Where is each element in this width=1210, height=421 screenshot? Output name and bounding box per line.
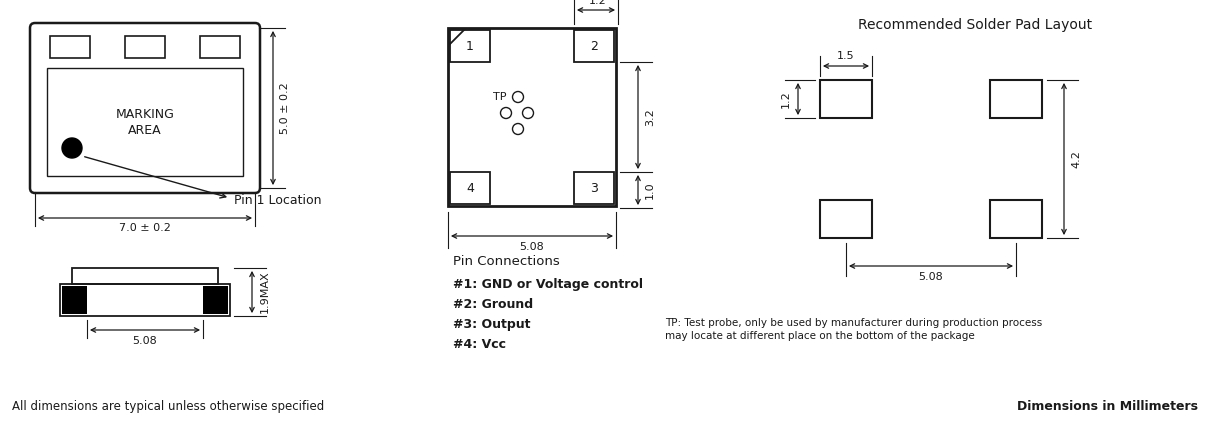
Bar xyxy=(200,36,240,58)
Bar xyxy=(50,36,90,58)
Text: 3.2: 3.2 xyxy=(645,108,655,126)
Bar xyxy=(574,30,613,62)
Bar xyxy=(60,284,230,316)
Text: 4.2: 4.2 xyxy=(1071,150,1081,168)
Text: Dimensions in Millimeters: Dimensions in Millimeters xyxy=(1016,400,1198,413)
Bar xyxy=(820,80,872,118)
Bar xyxy=(820,200,872,238)
Text: TP: TP xyxy=(494,92,507,102)
Text: 7.0 ± 0.2: 7.0 ± 0.2 xyxy=(119,223,171,233)
Text: 1.5: 1.5 xyxy=(837,51,854,61)
Bar xyxy=(448,28,616,206)
Circle shape xyxy=(513,123,524,134)
Text: Pin 1 Location: Pin 1 Location xyxy=(234,194,322,206)
Text: may locate at different place on the bottom of the package: may locate at different place on the bot… xyxy=(666,331,975,341)
Bar xyxy=(450,30,490,62)
Text: 5.08: 5.08 xyxy=(918,272,944,282)
Circle shape xyxy=(62,138,82,158)
Text: TP: Test probe, only be used by manufacturer during production process: TP: Test probe, only be used by manufact… xyxy=(666,318,1042,328)
Circle shape xyxy=(513,91,524,102)
Text: 4: 4 xyxy=(466,181,474,195)
FancyBboxPatch shape xyxy=(30,23,260,193)
Bar xyxy=(62,286,87,314)
Bar xyxy=(990,80,1042,118)
Text: #3: Output: #3: Output xyxy=(453,318,530,331)
Text: #1: GND or Voltage control: #1: GND or Voltage control xyxy=(453,278,643,291)
Text: All dimensions are typical unless otherwise specified: All dimensions are typical unless otherw… xyxy=(12,400,324,413)
Text: MARKING: MARKING xyxy=(116,107,174,120)
Bar xyxy=(125,36,165,58)
Text: 1.2: 1.2 xyxy=(780,90,791,108)
Bar xyxy=(47,68,243,176)
Bar xyxy=(574,172,613,204)
Text: Recommended Solder Pad Layout: Recommended Solder Pad Layout xyxy=(858,18,1093,32)
Text: Pin Connections: Pin Connections xyxy=(453,255,560,268)
Circle shape xyxy=(523,107,534,118)
Text: #4: Vcc: #4: Vcc xyxy=(453,338,506,351)
Text: 5.08: 5.08 xyxy=(519,242,544,252)
Text: 3: 3 xyxy=(590,181,598,195)
Bar xyxy=(450,172,490,204)
Text: 1.9MAX: 1.9MAX xyxy=(260,271,270,313)
Text: 5.08: 5.08 xyxy=(133,336,157,346)
Text: 1: 1 xyxy=(466,40,474,53)
Bar xyxy=(203,286,227,314)
Text: 1.0: 1.0 xyxy=(645,181,655,199)
Bar xyxy=(990,200,1042,238)
Circle shape xyxy=(501,107,512,118)
Text: 2: 2 xyxy=(590,40,598,53)
Bar xyxy=(73,268,218,284)
Text: AREA: AREA xyxy=(128,123,162,136)
Text: #2: Ground: #2: Ground xyxy=(453,298,534,311)
Text: 5.0 ± 0.2: 5.0 ± 0.2 xyxy=(280,82,290,134)
Text: 1.2: 1.2 xyxy=(589,0,607,6)
